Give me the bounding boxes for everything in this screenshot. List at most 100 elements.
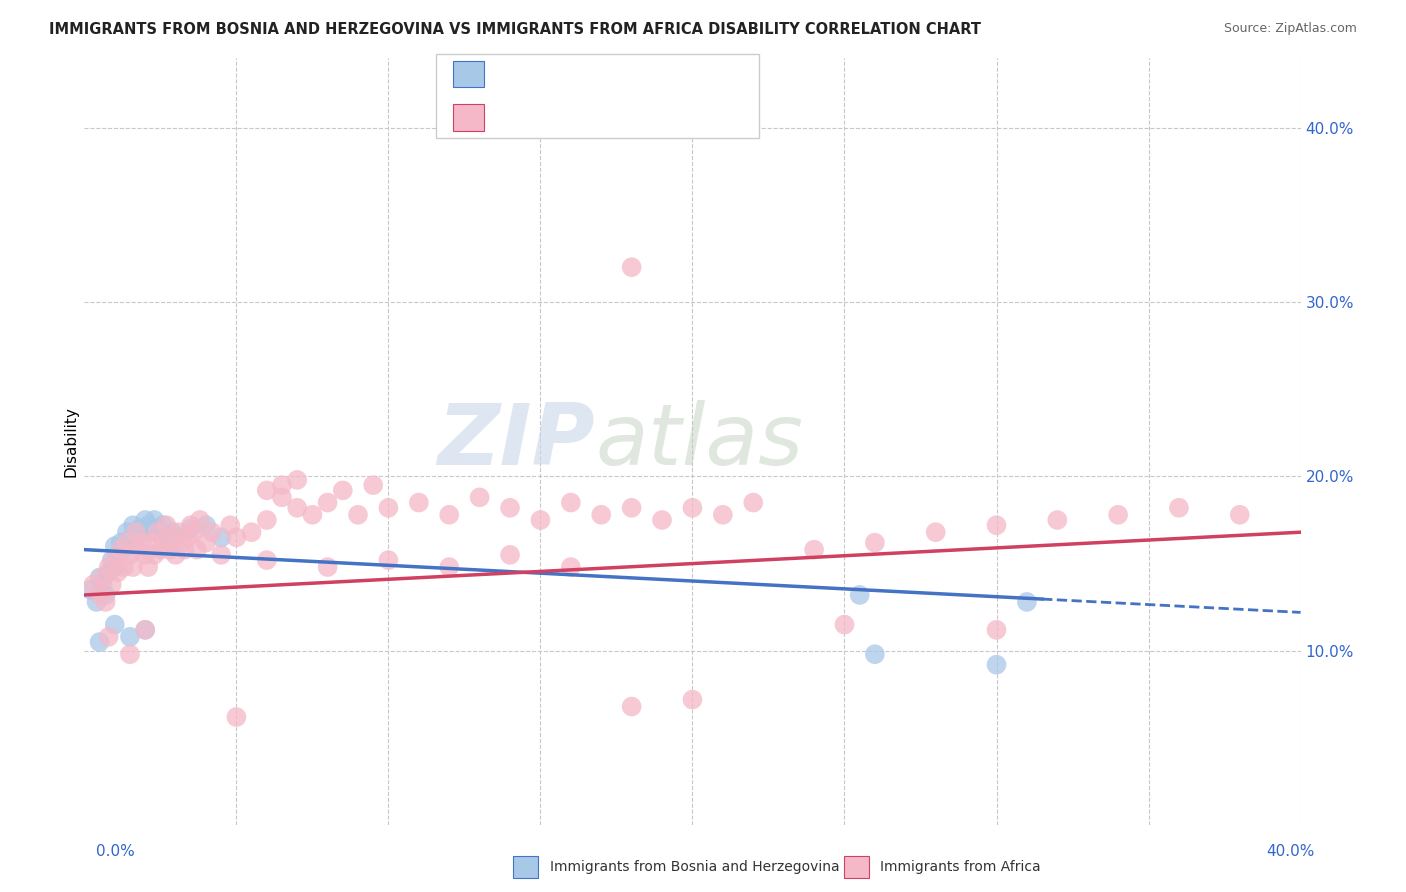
- Point: [377, 500, 399, 515]
- Point: [107, 548, 129, 562]
- Point: [1167, 500, 1189, 515]
- Point: [439, 508, 461, 522]
- Point: [152, 535, 174, 549]
- Point: [118, 647, 141, 661]
- Point: [711, 508, 734, 522]
- Text: 0.0%: 0.0%: [96, 845, 135, 859]
- Point: [104, 617, 127, 632]
- Point: [271, 491, 294, 505]
- Point: [131, 535, 153, 549]
- Point: [149, 525, 172, 540]
- Point: [863, 535, 886, 549]
- Point: [925, 525, 948, 540]
- Point: [742, 495, 765, 509]
- Point: [97, 630, 120, 644]
- Point: [134, 548, 156, 562]
- Point: [1015, 595, 1038, 609]
- Point: [143, 513, 166, 527]
- Point: [219, 518, 242, 533]
- Point: [104, 553, 127, 567]
- Text: -0.189: -0.189: [534, 65, 599, 83]
- Point: [256, 513, 278, 527]
- Point: [112, 560, 135, 574]
- Text: N =: N =: [610, 65, 662, 83]
- Point: [125, 530, 148, 544]
- Point: [118, 630, 141, 644]
- Point: [834, 617, 856, 632]
- Point: [361, 478, 384, 492]
- Text: IMMIGRANTS FROM BOSNIA AND HERZEGOVINA VS IMMIGRANTS FROM AFRICA DISABILITY CORR: IMMIGRANTS FROM BOSNIA AND HERZEGOVINA V…: [49, 22, 981, 37]
- Point: [209, 548, 232, 562]
- Point: [91, 570, 114, 584]
- Point: [332, 483, 354, 498]
- Point: [848, 588, 870, 602]
- Text: N =: N =: [610, 109, 662, 127]
- Point: [118, 548, 141, 562]
- Point: [301, 508, 323, 522]
- Point: [91, 577, 114, 591]
- Point: [225, 530, 247, 544]
- Point: [86, 595, 108, 609]
- Text: R =: R =: [495, 109, 534, 127]
- Text: ZIP: ZIP: [437, 400, 595, 483]
- Point: [1046, 513, 1069, 527]
- Point: [146, 522, 169, 536]
- Text: 86: 86: [657, 109, 682, 127]
- Point: [173, 542, 195, 557]
- Point: [256, 483, 278, 498]
- Point: [104, 560, 127, 574]
- Point: [177, 530, 200, 544]
- Text: Immigrants from Africa: Immigrants from Africa: [880, 860, 1040, 874]
- Point: [591, 508, 613, 522]
- Point: [439, 560, 461, 574]
- Point: [408, 495, 430, 509]
- Point: [162, 525, 184, 540]
- Point: [180, 522, 202, 536]
- Point: [131, 525, 153, 540]
- Point: [271, 478, 294, 492]
- Point: [620, 500, 643, 515]
- Point: [170, 535, 193, 549]
- Point: [240, 525, 263, 540]
- Point: [986, 518, 1008, 533]
- Point: [110, 535, 132, 549]
- Point: [89, 570, 111, 584]
- Point: [986, 657, 1008, 672]
- Point: [620, 260, 643, 275]
- Y-axis label: Disability: Disability: [63, 406, 79, 477]
- Point: [803, 542, 825, 557]
- Point: [100, 553, 122, 567]
- Point: [167, 525, 190, 540]
- Point: [194, 535, 218, 549]
- Point: [79, 582, 101, 597]
- Point: [499, 500, 522, 515]
- Point: [316, 495, 339, 509]
- Point: [347, 508, 370, 522]
- Point: [134, 623, 156, 637]
- Point: [82, 577, 104, 591]
- Point: [560, 495, 582, 509]
- Point: [285, 500, 308, 515]
- Point: [136, 560, 159, 574]
- Point: [165, 548, 187, 562]
- Text: atlas: atlas: [595, 400, 803, 483]
- Point: [134, 623, 156, 637]
- Point: [110, 542, 132, 557]
- Point: [152, 518, 174, 533]
- Point: [529, 513, 551, 527]
- Point: [285, 473, 308, 487]
- Point: [112, 542, 135, 557]
- Text: 40.0%: 40.0%: [1267, 845, 1315, 859]
- Point: [89, 635, 111, 649]
- Point: [256, 553, 278, 567]
- Point: [183, 525, 205, 540]
- Point: [141, 525, 163, 540]
- Point: [316, 560, 339, 574]
- Point: [1107, 508, 1129, 522]
- Point: [1229, 508, 1251, 522]
- Point: [159, 542, 181, 557]
- Point: [986, 623, 1008, 637]
- Point: [97, 560, 120, 574]
- Point: [107, 566, 129, 580]
- Point: [377, 553, 399, 567]
